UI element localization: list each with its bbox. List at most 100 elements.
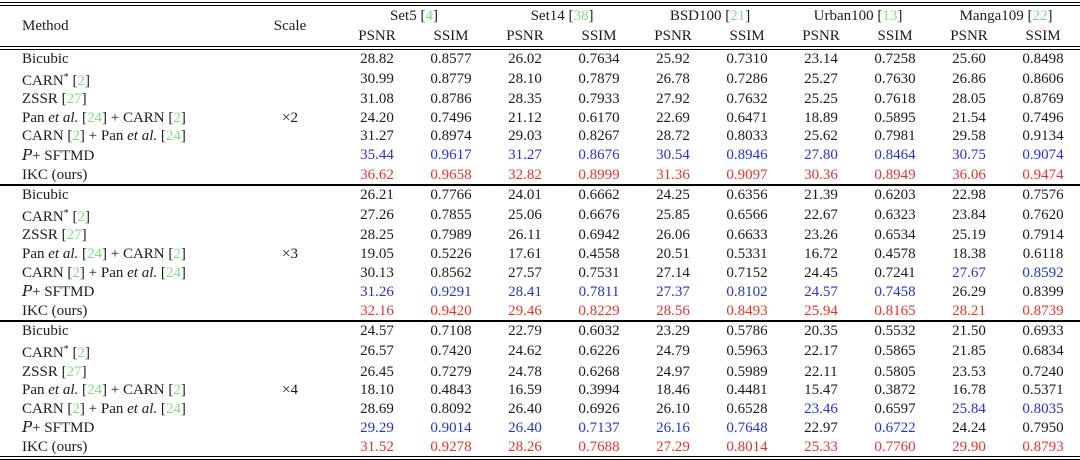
scale-cell: ×3 <box>282 245 298 262</box>
value-cell: 25.25 <box>804 91 838 108</box>
value-cell: 0.8033 <box>726 128 768 145</box>
value-cell: 26.40 <box>508 400 542 417</box>
value-cell: 23.29 <box>656 323 690 340</box>
scale-cell <box>240 438 340 459</box>
value-cell: 26.21 <box>360 187 394 204</box>
citation-ref: 22 <box>1032 8 1048 24</box>
value-cell: 30.54 <box>656 147 690 164</box>
value-cell: 20.35 <box>804 323 838 340</box>
value-cell: 0.7766 <box>430 187 472 204</box>
value-cell: 0.8999 <box>578 166 620 183</box>
value-cell: 25.27 <box>804 71 838 88</box>
value-cell: 24.45 <box>804 264 838 281</box>
value-cell: 0.7989 <box>430 227 472 244</box>
method-label-part: + SFTMD <box>32 420 95 437</box>
value-cell: 28.25 <box>360 227 394 244</box>
table-row: Pan et al. [24] + CARN [2] ×2 24.20 0.7496 2… <box>0 109 1080 128</box>
value-cell: 24.57 <box>360 323 394 340</box>
scale-cell <box>240 321 340 341</box>
value-cell: 0.6722 <box>874 419 916 436</box>
value-cell: 0.8974 <box>430 128 472 145</box>
value-cell: 28.21 <box>952 302 986 319</box>
value-cell: 28.26 <box>508 438 542 455</box>
value-cell: 0.8786 <box>430 91 472 108</box>
value-cell: 0.8399 <box>1022 283 1064 300</box>
value-cell: 31.27 <box>508 147 542 164</box>
metric-header: SSIM <box>581 28 617 44</box>
value-cell: 0.9420 <box>430 302 472 319</box>
value-cell: 0.8229 <box>578 302 620 319</box>
method-label-part: Bicubic <box>22 187 69 204</box>
value-cell: 26.78 <box>656 71 690 88</box>
value-cell: 25.33 <box>804 438 838 455</box>
value-cell: 36.62 <box>360 166 394 183</box>
value-cell: 29.03 <box>508 128 542 145</box>
value-cell: 35.44 <box>360 147 394 164</box>
value-cell: 0.7576 <box>1022 187 1064 204</box>
value-cell: 28.05 <box>952 91 986 108</box>
value-cell: 24.78 <box>508 363 542 380</box>
value-cell: 0.6203 <box>874 187 916 204</box>
citation-ref: 24 <box>87 109 102 126</box>
value-cell: 21.12 <box>508 109 542 126</box>
value-cell: 0.6226 <box>578 343 620 360</box>
method-label-part: ] <box>84 72 90 89</box>
value-cell: 31.52 <box>360 438 394 455</box>
dataset-name: ] <box>588 8 594 24</box>
value-cell: 16.78 <box>952 382 986 399</box>
value-cell: 0.5786 <box>726 323 768 340</box>
method-label-part: ] + Pan <box>79 128 128 145</box>
value-cell: 26.29 <box>952 283 986 300</box>
value-cell: 0.7630 <box>874 71 916 88</box>
method-label-part: ] <box>180 109 186 126</box>
dataset-header: Urban100 [13] <box>784 4 932 26</box>
metric-header: SSIM <box>1025 28 1061 44</box>
value-cell: 28.69 <box>360 400 394 417</box>
value-cell: 28.72 <box>656 128 690 145</box>
method-label-part: ZSSR [ <box>22 363 67 380</box>
citation-ref: 4 <box>425 8 433 24</box>
value-cell: 0.8493 <box>726 302 768 319</box>
value-cell: 0.7760 <box>874 438 916 455</box>
table-head: Method Scale Set5 [4] Set14 [38] BSD100 [21]… <box>0 4 1080 48</box>
table-row: Bicubic 28.82 0.8577 26.02 0.7634 25.92 0.7310… <box>0 48 1080 69</box>
citation-ref: 27 <box>66 363 82 380</box>
value-cell: 0.5895 <box>874 109 916 126</box>
value-cell: 0.8739 <box>1022 302 1064 319</box>
method-cell: P+ SFTMD <box>0 282 240 302</box>
method-label-part: ZSSR [ <box>22 91 67 108</box>
value-cell: 0.7137 <box>578 419 620 436</box>
method-label-part: IKC (ours) <box>22 302 88 319</box>
value-cell: 0.7855 <box>430 207 472 224</box>
value-cell: 24.20 <box>360 109 394 126</box>
value-cell: 0.7496 <box>430 109 472 126</box>
citation-ref: 24 <box>87 382 102 399</box>
method-label-part: ] <box>180 245 186 262</box>
citation-ref: 21 <box>730 8 746 24</box>
value-cell: 0.6170 <box>578 109 620 126</box>
value-cell: 22.11 <box>804 363 838 380</box>
value-cell: 0.7310 <box>726 51 768 67</box>
value-cell: 25.84 <box>952 400 986 417</box>
citation-ref: 24 <box>165 128 181 145</box>
scale-cell <box>240 146 340 166</box>
value-cell: 0.4843 <box>430 382 472 399</box>
method-label-part: CARN [ <box>22 128 73 145</box>
method-label-part: + SFTMD <box>32 284 95 301</box>
scale-cell <box>240 166 340 186</box>
value-cell: 29.58 <box>952 128 986 145</box>
method-cell: IKC (ours) <box>0 438 240 459</box>
method-label-part: ] <box>180 382 186 399</box>
value-cell: 0.6118 <box>1022 245 1064 262</box>
method-label-part: CARN [ <box>22 400 73 417</box>
value-cell: 0.8592 <box>1022 264 1064 281</box>
value-cell: 26.06 <box>656 227 690 244</box>
scale-cell <box>240 282 340 302</box>
method-label-part: ] <box>180 400 186 417</box>
value-cell: 0.6926 <box>578 400 620 417</box>
value-cell: 0.7634 <box>578 51 620 67</box>
value-cell: 0.9617 <box>430 147 472 164</box>
method-label-part: CARN <box>22 72 64 89</box>
scale-header: Scale <box>273 18 307 34</box>
value-cell: 30.99 <box>360 71 394 88</box>
